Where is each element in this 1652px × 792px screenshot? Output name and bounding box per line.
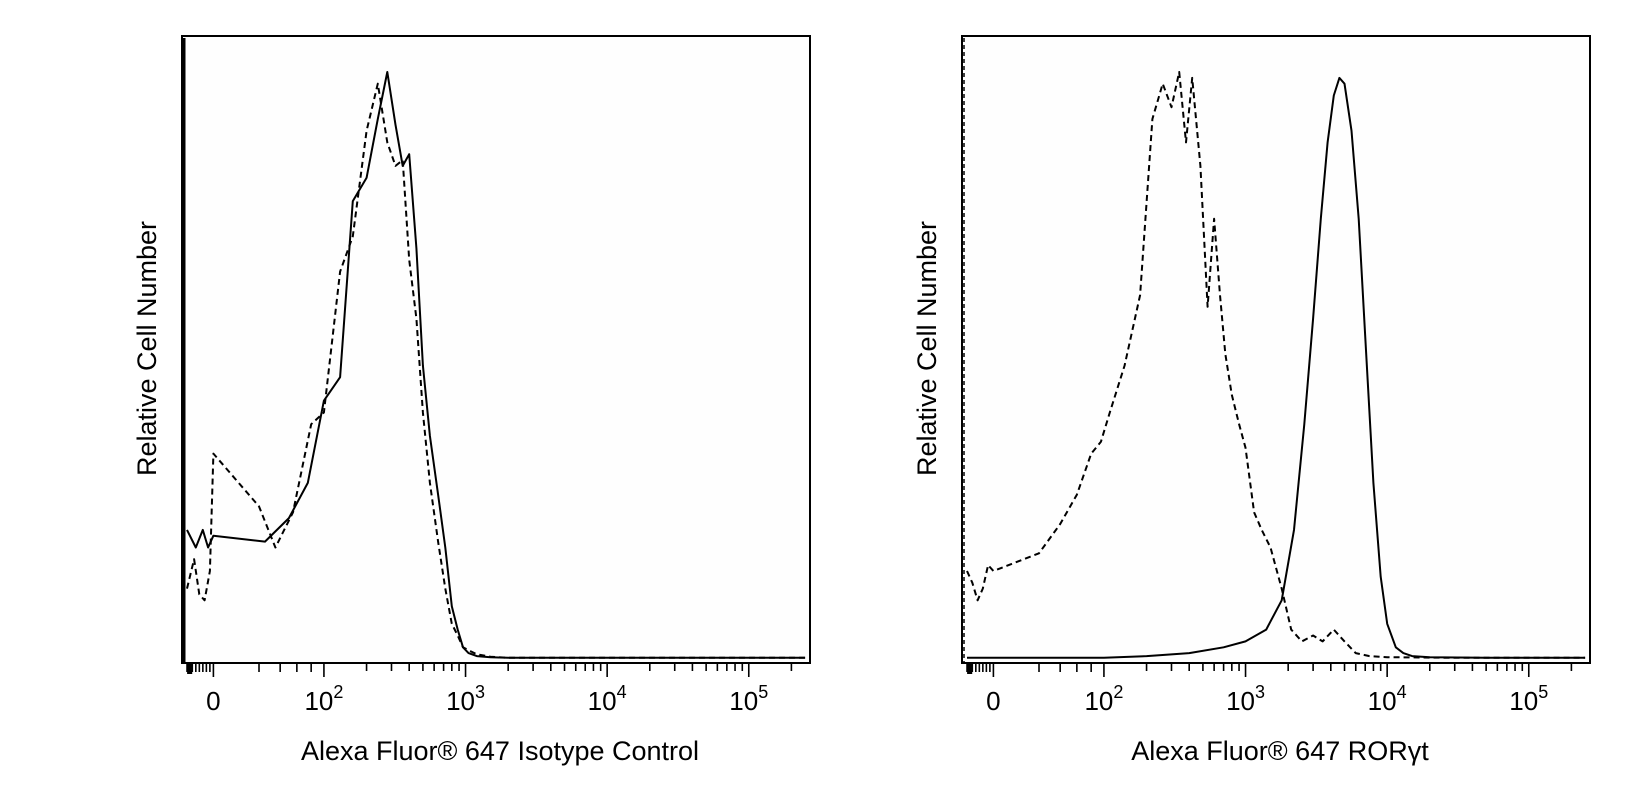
x-tick-label: 105 (729, 682, 768, 716)
histogram-panel-isotype-control: 0 102 103 104 105 Alexa Fluor® 647 Isotype Co… (132, 35, 811, 766)
y-axis-label: Relative Cell Number (132, 221, 162, 476)
x-tick-label: 105 (1509, 682, 1548, 716)
y-axis-label: Relative Cell Number (912, 221, 942, 476)
x-tick-label: 103 (446, 682, 485, 716)
x-axis-label: Alexa Fluor® 647 RORγt (1131, 736, 1429, 766)
plot-frame (961, 35, 1591, 664)
x-tick-label: 104 (588, 682, 627, 716)
histogram-series-dashed (186, 82, 806, 659)
x-tick-label: 102 (1084, 682, 1123, 716)
x-tick-label: 102 (304, 682, 343, 716)
histogram-panel-roryt: 0 102 103 104 105 Alexa Fluor® 647 RORγt Relat… (912, 35, 1591, 766)
x-tick-label: 0 (986, 686, 1000, 716)
x-tick-label: 0 (206, 686, 220, 716)
histogram-series-solid (186, 71, 806, 659)
x-tick-labels: 0 102 103 104 105 (986, 682, 1548, 716)
x-tick-label: 103 (1226, 682, 1265, 716)
x-axis-label: Alexa Fluor® 647 Isotype Control (301, 736, 699, 766)
plot-frame (181, 35, 811, 664)
x-tick-labels: 0 102 103 104 105 (206, 682, 768, 716)
x-tick-label: 104 (1368, 682, 1407, 716)
x-axis-ticks (966, 663, 1573, 677)
x-axis-ticks (186, 663, 793, 677)
histogram-series-solid (967, 76, 1586, 659)
